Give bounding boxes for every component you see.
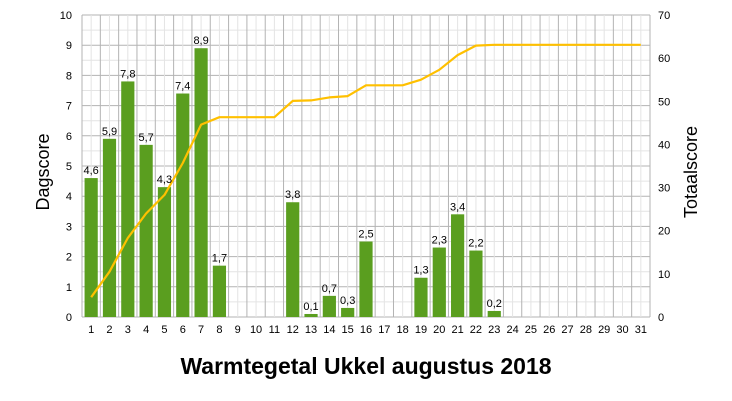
- x-tick-label: 5: [161, 324, 167, 336]
- y2-tick-label: 70: [658, 10, 670, 22]
- y-tick-label: 10: [60, 10, 72, 22]
- data-label-day-20: 2,3: [432, 235, 447, 247]
- data-label-day-16: 2,5: [358, 229, 373, 241]
- bar-day-1: [84, 178, 98, 317]
- bar-day-8: [212, 265, 227, 317]
- bar-day-2: [102, 138, 117, 317]
- x-tick-label: 3: [125, 324, 131, 336]
- bar-day-19: [414, 277, 428, 317]
- x-tick-label: 18: [397, 324, 409, 336]
- x-tick-label: 6: [180, 324, 186, 336]
- data-label-day-2: 5,9: [102, 126, 117, 138]
- x-tick-label: 26: [543, 324, 555, 336]
- y2-tick-label: 30: [658, 183, 670, 195]
- left-axis-ticks: 0 1 2 3 4 5 6 7 8 9 10: [60, 10, 72, 324]
- y-tick-label: 2: [66, 252, 72, 264]
- x-tick-label: 20: [433, 324, 445, 336]
- x-tick-label: 8: [216, 324, 222, 336]
- data-label-day-8: 1,7: [212, 253, 227, 265]
- x-tick-label: 28: [580, 324, 592, 336]
- y2-tick-label: 20: [658, 226, 670, 238]
- bar-day-16: [359, 241, 373, 317]
- x-tick-label: 30: [616, 324, 628, 336]
- bar-day-13: [304, 313, 318, 317]
- x-tick-label: 1: [88, 324, 94, 336]
- bar-day-3: [121, 81, 135, 317]
- x-tick-label: 21: [451, 324, 463, 336]
- x-tick-label: 24: [506, 324, 518, 336]
- x-tick-label: 31: [635, 324, 647, 336]
- right-axis-ticks: 0 10 20 30 40 50 60 70: [658, 10, 670, 324]
- bar-day-22: [469, 250, 483, 317]
- x-tick-label: 2: [106, 324, 112, 336]
- x-tick-label: 4: [143, 324, 149, 336]
- x-tick-label: 29: [598, 324, 610, 336]
- data-label-day-23: 0,2: [487, 298, 502, 310]
- y-tick-label: 6: [66, 131, 72, 143]
- bar-day-7: [194, 48, 208, 317]
- cumulative-line: [90, 43, 641, 298]
- bars: [84, 48, 501, 318]
- x-tick-label: 11: [269, 324, 280, 336]
- data-label-day-21: 3,4: [450, 201, 465, 213]
- y-tick-label: 0: [66, 312, 72, 324]
- bar-day-4: [139, 144, 153, 317]
- x-tick-label: 25: [525, 324, 537, 336]
- x-tick-label: 19: [415, 324, 427, 336]
- x-tick-label: 17: [378, 324, 390, 336]
- x-tick-label: 13: [305, 324, 317, 336]
- bar-day-12: [286, 202, 300, 317]
- bar-day-15: [341, 307, 355, 317]
- x-tick-label: 7: [198, 324, 204, 336]
- data-label-day-7: 8,9: [193, 35, 208, 47]
- data-label-day-6: 7,4: [175, 81, 190, 93]
- y-tick-label: 7: [66, 101, 72, 113]
- data-label-day-13: 0,1: [303, 301, 318, 313]
- data-label-day-12: 3,8: [285, 189, 300, 201]
- y-tick-label: 1: [66, 282, 72, 294]
- y2-tick-label: 10: [658, 269, 670, 281]
- y-tick-label: 5: [66, 161, 72, 173]
- x-tick-label: 27: [561, 324, 573, 336]
- bar-day-6: [176, 93, 190, 318]
- y-tick-label: 3: [66, 221, 72, 233]
- x-tick-label: 22: [470, 324, 482, 336]
- data-labels: 4,6 5,9 7,8 5,7 4,3 7,4 8,9 1,7 3,8 0,1 0,70,3 2,5 1…: [84, 35, 502, 313]
- data-label-day-14: 0,7: [322, 283, 337, 295]
- data-label-day-19: 1,3: [413, 265, 428, 277]
- y2-tick-label: 40: [658, 139, 670, 151]
- x-tick-label: 12: [287, 324, 299, 336]
- x-tick-label: 16: [360, 324, 372, 336]
- y2-tick-label: 0: [658, 312, 664, 324]
- y-tick-label: 4: [66, 191, 72, 203]
- line-series-totaalscore: [90, 43, 641, 298]
- bar-day-21: [451, 214, 465, 317]
- x-tick-label: 14: [323, 324, 335, 336]
- y2-tick-label: 60: [658, 53, 670, 65]
- y2-tick-label: 50: [658, 96, 670, 108]
- x-tick-label: 23: [488, 324, 500, 336]
- data-label-day-3: 7,8: [120, 68, 135, 80]
- x-tick-label: 10: [250, 324, 262, 336]
- data-label-day-15: 0,3: [340, 295, 355, 307]
- y-tick-label: 8: [66, 70, 72, 82]
- data-label-day-22: 2,2: [468, 238, 483, 250]
- y2-axis-title: Totaalscore: [681, 126, 701, 218]
- x-axis-ticks: 1 2 3 4 5 6 7 8 9 10 11 12 13 14 15 16 17 18 19 20 21 22 23 24 2…: [88, 324, 647, 336]
- data-label-day-1: 4,6: [84, 165, 99, 177]
- bar-day-14: [322, 295, 336, 317]
- y-axis-title: Dagscore: [33, 133, 53, 210]
- y-tick-label: 9: [66, 40, 72, 52]
- data-label-day-5: 4,3: [157, 174, 172, 186]
- chart-title: Warmtegetal Ukkel augustus 2018: [180, 353, 551, 379]
- x-tick-label: 9: [235, 324, 241, 336]
- bar-day-5: [157, 187, 172, 317]
- x-tick-label: 15: [342, 324, 354, 336]
- bar-day-23: [487, 310, 501, 317]
- bar-day-20: [432, 247, 446, 317]
- data-label-day-4: 5,7: [138, 132, 153, 144]
